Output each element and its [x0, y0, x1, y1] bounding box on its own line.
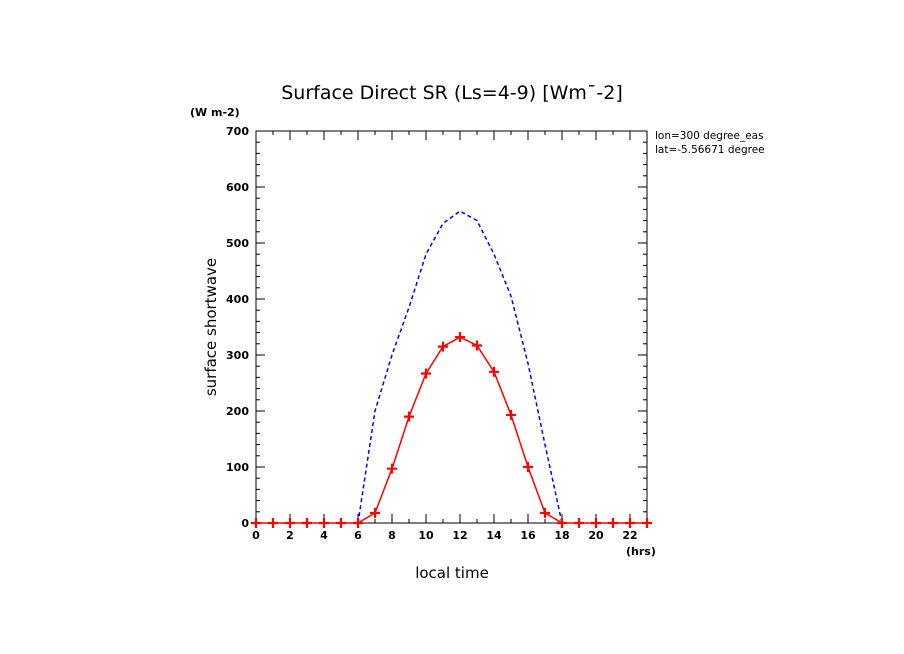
x-tick-label: 10 [418, 529, 434, 542]
data-point [387, 463, 397, 474]
x-axis-title: local time [415, 564, 489, 582]
data-point [370, 507, 380, 518]
series-markers [251, 332, 652, 528]
y-tick-label: 200 [226, 405, 249, 418]
data-point [285, 518, 295, 528]
y-tick-label: 700 [226, 125, 249, 138]
plot-frame [255, 130, 648, 524]
data-point [625, 518, 635, 528]
tick-labels: 0 2 4 6 8 10 12 14 16 18 20 22 0 100 200 300 400 500 600 70… [226, 125, 638, 542]
data-point [404, 411, 414, 422]
data-point [319, 518, 329, 528]
data-point [506, 409, 516, 420]
x-tick-label: 12 [452, 529, 467, 542]
axis-ticks [255, 130, 648, 524]
data-point [591, 518, 601, 528]
x-tick-label: 6 [354, 529, 362, 542]
data-point [336, 518, 346, 528]
data-point [353, 518, 363, 528]
data-point [302, 518, 312, 528]
y-axis-title: surface shortwave [202, 258, 220, 396]
y-tick-label: 500 [226, 237, 249, 250]
x-tick-label: 2 [286, 529, 294, 542]
x-tick-label: 22 [622, 529, 637, 542]
y-tick-label: 0 [241, 517, 249, 530]
series-lines [256, 210, 647, 524]
x-tick-label: 16 [520, 529, 536, 542]
data-point [523, 462, 533, 472]
data-point [489, 366, 499, 377]
x-tick-label: 14 [486, 529, 502, 542]
data-point [472, 340, 482, 351]
x-unit-label: (hrs) [626, 545, 656, 558]
annotation-lat: lat=-5.56671 degree [655, 144, 765, 156]
y-unit-label: (W m-2) [190, 106, 240, 119]
series-line-1 [357, 210, 563, 524]
annotation-lon: lon=300 degree_eas [655, 130, 764, 142]
x-tick-label: 0 [252, 529, 260, 542]
chart-title: Surface Direct SR (Ls=4-9) [Wm¯-2] [281, 82, 623, 104]
data-point [438, 341, 448, 352]
y-tick-label: 600 [226, 181, 249, 194]
data-point [574, 518, 584, 528]
data-point [557, 518, 567, 528]
y-tick-label: 300 [226, 349, 249, 362]
data-point [421, 368, 431, 379]
data-point [540, 507, 550, 518]
y-tick-label: 400 [226, 293, 249, 306]
y-tick-label: 100 [226, 461, 249, 474]
data-point [608, 518, 618, 528]
x-tick-label: 20 [588, 529, 604, 542]
data-point [251, 518, 261, 528]
data-point [455, 332, 465, 343]
x-tick-label: 4 [320, 529, 328, 542]
data-point [642, 518, 652, 528]
data-point [268, 518, 278, 528]
x-tick-label: 18 [554, 529, 569, 542]
series-line-0 [256, 336, 647, 524]
x-tick-label: 8 [388, 529, 396, 542]
